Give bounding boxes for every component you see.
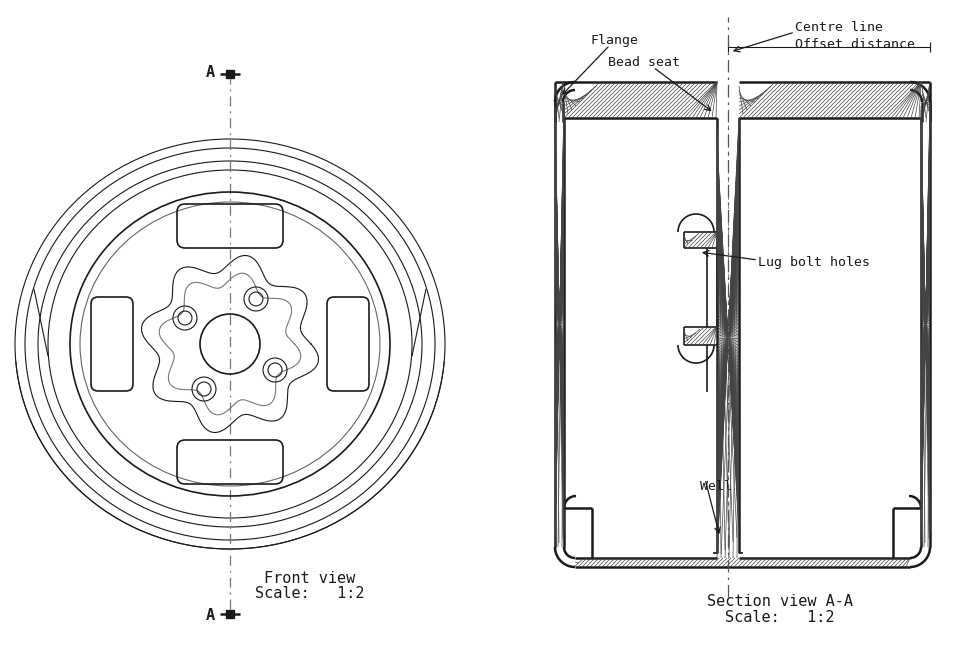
Text: Front view: Front view	[264, 571, 355, 586]
Text: Well: Well	[700, 481, 732, 493]
Text: Flange: Flange	[590, 34, 638, 46]
Text: A: A	[205, 608, 215, 624]
Text: Centre line: Centre line	[795, 21, 883, 34]
Text: Scale:   1:2: Scale: 1:2	[256, 586, 365, 601]
Text: Lug bolt holes: Lug bolt holes	[758, 256, 870, 269]
Text: Section view A-A: Section view A-A	[707, 594, 853, 609]
Text: Bead seat: Bead seat	[608, 56, 680, 68]
Text: Offset distance: Offset distance	[795, 38, 915, 50]
Text: A: A	[205, 64, 215, 79]
Text: Scale:   1:2: Scale: 1:2	[725, 610, 834, 625]
